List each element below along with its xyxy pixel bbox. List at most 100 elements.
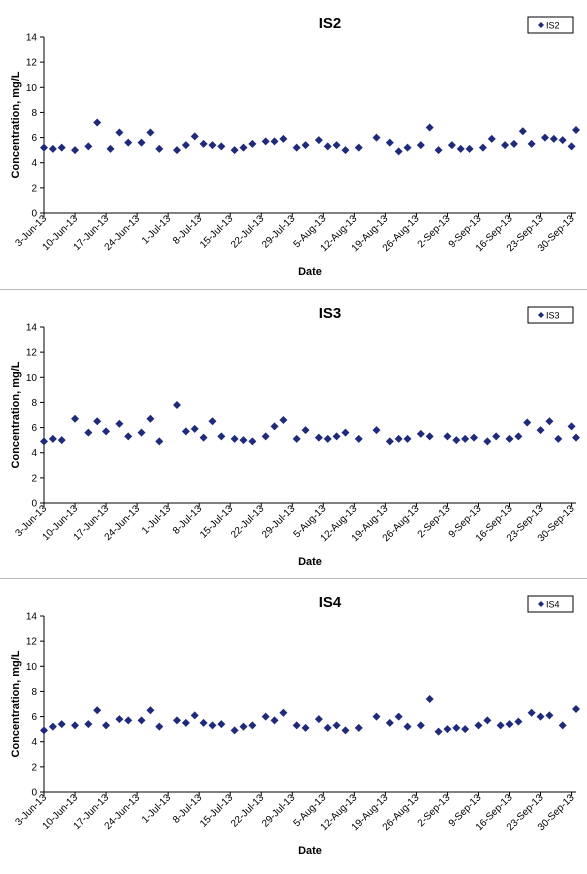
data-point <box>403 722 412 731</box>
data-point <box>483 437 492 446</box>
data-point <box>314 136 323 145</box>
data-point <box>549 134 558 143</box>
data-point <box>84 720 93 729</box>
data-point <box>483 716 492 725</box>
data-point <box>545 417 554 426</box>
y-tick-label: 4 <box>31 737 37 748</box>
data-point <box>572 705 580 714</box>
data-point <box>102 721 111 730</box>
legend-label: IS4 <box>546 600 560 610</box>
x-tick-label: 29-Jul-13 <box>260 792 298 830</box>
legend-box <box>527 595 574 613</box>
data-point <box>248 139 257 148</box>
data-point <box>155 437 164 446</box>
data-point <box>545 711 554 720</box>
data-point <box>452 436 461 445</box>
data-point <box>124 138 133 147</box>
data-point <box>558 136 567 145</box>
data-point <box>155 722 164 731</box>
data-point <box>146 128 155 137</box>
data-point <box>518 127 527 136</box>
chart-is4: IS4024681012143-Jun-1310-Jun-1317-Jun-13… <box>10 594 580 857</box>
data-point <box>567 422 576 431</box>
data-point <box>465 144 474 153</box>
data-point <box>487 134 496 143</box>
y-tick-label: 14 <box>26 33 38 44</box>
data-point <box>115 128 124 137</box>
x-tick-label: 1-Jul-13 <box>140 213 174 247</box>
data-point <box>48 144 57 153</box>
data-point <box>173 400 181 409</box>
data-point <box>496 721 505 730</box>
data-point <box>354 434 363 443</box>
data-point <box>40 726 48 735</box>
data-point <box>514 432 523 441</box>
data-point <box>57 720 66 729</box>
data-point <box>470 433 479 442</box>
data-point <box>354 723 363 732</box>
y-tick-label: 0 <box>31 788 37 799</box>
data-point <box>248 437 257 446</box>
y-tick-label: 6 <box>31 712 37 723</box>
data-point <box>394 712 403 721</box>
x-tick-label: 1-Jul-13 <box>140 503 174 537</box>
data-point <box>572 126 580 135</box>
y-tick-label: 6 <box>31 133 37 144</box>
data-point <box>93 417 102 426</box>
chart-panel-is3: IS3 0 2 4 6 8 10 12 14 3-Jun-13 10-Jun-13 17-Jun-13… <box>0 290 587 579</box>
data-point <box>181 141 190 150</box>
data-point <box>239 436 248 445</box>
data-point <box>474 721 483 730</box>
data-point <box>239 722 248 731</box>
data-point <box>137 428 146 437</box>
data-point <box>341 146 350 155</box>
data-point <box>540 133 549 142</box>
data-point <box>554 434 563 443</box>
y-tick-label: 4 <box>31 448 37 459</box>
data-point <box>230 146 239 155</box>
data-point <box>106 144 115 153</box>
data-point <box>341 726 350 735</box>
data-point <box>208 417 217 426</box>
legend-box <box>527 306 574 324</box>
y-tick-label: 0 <box>31 209 37 220</box>
y-tick-label: 8 <box>31 687 37 698</box>
y-axis-title: Concentration, mg/L <box>10 71 22 178</box>
data-point <box>501 141 510 150</box>
data-point <box>332 432 341 441</box>
data-point <box>181 427 190 436</box>
data-point <box>385 718 394 727</box>
data-point <box>292 143 301 152</box>
y-tick-label: 12 <box>26 637 38 648</box>
data-point <box>323 723 332 732</box>
data-point <box>523 418 532 427</box>
data-point <box>71 721 80 730</box>
data-point <box>323 434 332 443</box>
legend: IS2 <box>527 16 574 34</box>
data-point <box>230 434 239 443</box>
data-point <box>93 706 102 715</box>
data-point <box>71 414 80 423</box>
data-point <box>394 147 403 156</box>
chart-panel-is2: IS2 0 2 4 6 8 10 12 14 3-Jun-13 10-Jun-13 17-Jun-13… <box>0 0 587 290</box>
y-tick-label: 10 <box>26 662 38 673</box>
legend-label: IS2 <box>546 21 560 31</box>
x-tick-label: 1-Jul-13 <box>140 792 174 826</box>
y-tick-label: 4 <box>31 158 37 169</box>
x-tick-label: 2-Sep-13 <box>416 213 453 250</box>
data-point <box>416 429 425 438</box>
data-point <box>84 428 93 437</box>
data-point <box>137 716 146 725</box>
data-point <box>341 428 350 437</box>
data-point <box>124 432 133 441</box>
data-point <box>84 142 93 151</box>
data-point <box>102 427 111 436</box>
data-point <box>146 706 155 715</box>
data-point <box>40 143 48 152</box>
data-point <box>527 139 536 148</box>
data-point <box>416 721 425 730</box>
data-point <box>314 433 323 442</box>
y-tick-label: 8 <box>31 398 37 409</box>
legend: IS3 <box>527 306 574 324</box>
chart-is3: IS3024681012143-Jun-1310-Jun-1317-Jun-13… <box>10 305 580 568</box>
